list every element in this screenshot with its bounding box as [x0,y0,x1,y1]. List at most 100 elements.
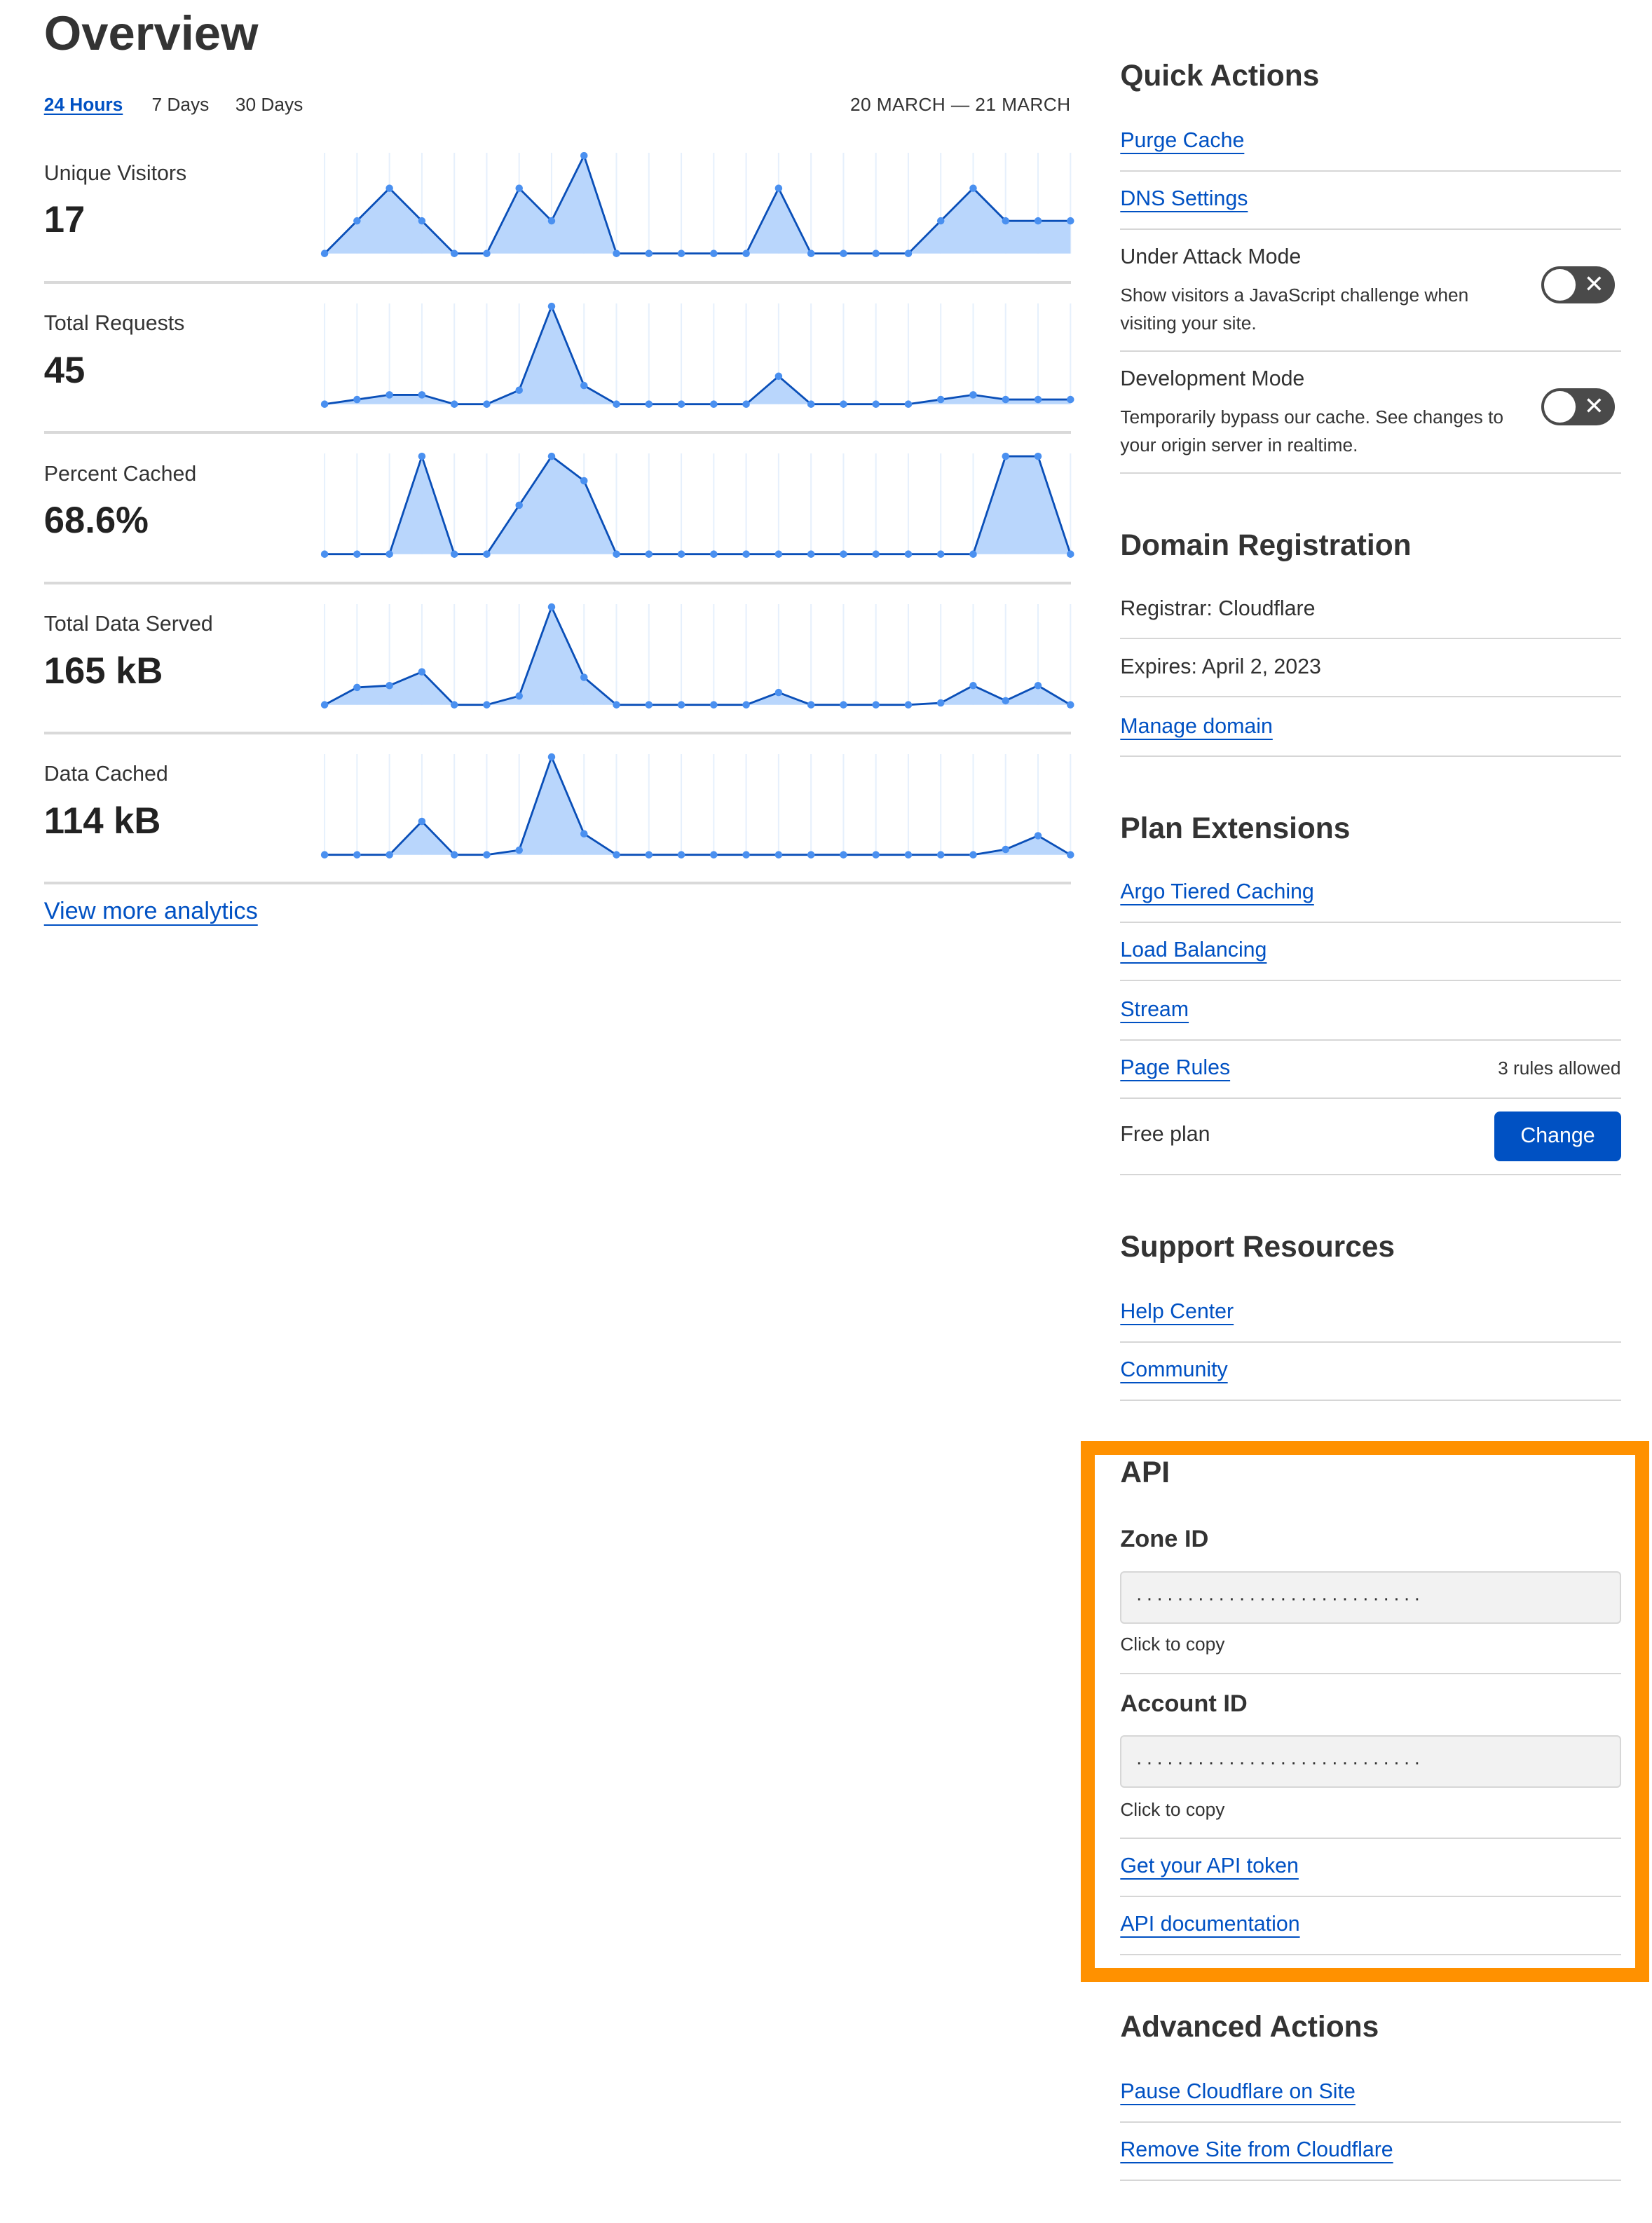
data-point[interactable] [451,550,458,559]
data-point[interactable] [937,699,945,707]
data-point[interactable] [353,217,361,225]
data-point[interactable] [774,688,783,697]
data-point[interactable] [872,550,880,559]
data-point[interactable] [1067,217,1074,225]
view-more-analytics-link[interactable]: View more analytics [43,897,258,924]
data-point[interactable] [483,701,491,709]
data-point[interactable] [385,681,394,690]
data-point[interactable] [872,400,880,408]
data-point[interactable] [353,395,361,404]
data-point[interactable] [1034,681,1042,690]
data-point[interactable] [904,701,913,709]
manage-domain-link[interactable]: Manage domain [1120,714,1273,738]
data-point[interactable] [1034,217,1042,225]
data-point[interactable] [1067,550,1074,559]
data-point[interactable] [451,851,458,859]
data-point[interactable] [645,249,653,258]
remove-site-link[interactable]: Remove Site from Cloudflare [1120,2138,1393,2161]
data-point[interactable] [451,400,458,408]
data-point[interactable] [613,550,620,559]
data-point[interactable] [418,217,426,225]
data-point[interactable] [645,851,653,859]
data-point[interactable] [580,477,588,485]
community-link[interactable]: Community [1120,1358,1228,1382]
data-point[interactable] [678,550,685,559]
data-point[interactable] [807,249,815,258]
data-point[interactable] [1002,453,1010,460]
data-point[interactable] [969,550,977,559]
data-point[interactable] [483,550,491,559]
data-point[interactable] [385,550,394,559]
data-point[interactable] [547,603,556,611]
data-point[interactable] [613,249,620,258]
zone-id-field[interactable]: ···························· [1120,1571,1621,1624]
data-point[interactable] [840,550,847,559]
data-point[interactable] [807,851,815,859]
data-point[interactable] [1067,395,1074,404]
data-point[interactable] [840,701,847,709]
data-point[interactable] [678,701,685,709]
data-point[interactable] [418,668,426,676]
data-point[interactable] [321,701,329,709]
data-point[interactable] [645,400,653,408]
data-point[interactable] [904,851,913,859]
data-point[interactable] [385,184,394,193]
data-point[interactable] [937,217,945,225]
data-point[interactable] [385,851,394,859]
data-point[interactable] [385,391,394,399]
data-point[interactable] [937,851,945,859]
data-point[interactable] [937,395,945,404]
data-point[interactable] [515,184,524,193]
data-point[interactable] [1034,395,1042,404]
data-point[interactable] [1002,697,1010,704]
data-point[interactable] [418,453,426,460]
data-point[interactable] [710,249,718,258]
page-rules-link[interactable]: Page Rules [1120,1056,1231,1080]
data-point[interactable] [710,400,718,408]
data-point[interactable] [840,249,847,258]
data-point[interactable] [710,851,718,859]
tab-24-hours[interactable]: 24 Hours [43,93,123,115]
data-point[interactable] [547,302,556,310]
data-point[interactable] [515,502,524,509]
dev-mode-toggle[interactable]: ✕ [1541,388,1616,425]
data-point[interactable] [418,818,426,826]
data-point[interactable] [937,550,945,559]
data-point[interactable] [969,184,977,193]
data-point[interactable] [353,851,361,859]
data-point[interactable] [807,400,815,408]
data-point[interactable] [1002,395,1010,404]
data-point[interactable] [807,701,815,709]
data-point[interactable] [613,851,620,859]
under-attack-toggle[interactable]: ✕ [1541,266,1616,303]
data-point[interactable] [353,683,361,692]
data-point[interactable] [710,701,718,709]
data-point[interactable] [321,851,329,859]
data-point[interactable] [418,391,426,399]
data-point[interactable] [872,701,880,709]
data-point[interactable] [321,249,329,258]
data-point[interactable] [451,701,458,709]
data-point[interactable] [678,400,685,408]
api-token-link[interactable]: Get your API token [1120,1854,1299,1878]
data-point[interactable] [353,550,361,559]
data-point[interactable] [710,550,718,559]
data-point[interactable] [774,184,783,193]
data-point[interactable] [742,701,751,709]
data-point[interactable] [515,386,524,394]
stream-link[interactable]: Stream [1120,998,1189,1022]
data-point[interactable] [969,681,977,690]
data-point[interactable] [742,550,751,559]
data-point[interactable] [969,391,977,399]
api-docs-link[interactable]: API documentation [1120,1913,1300,1936]
data-point[interactable] [580,381,588,390]
data-point[interactable] [872,249,880,258]
argo-link[interactable]: Argo Tiered Caching [1120,880,1314,904]
data-point[interactable] [904,550,913,559]
data-point[interactable] [840,851,847,859]
data-point[interactable] [321,550,329,559]
data-point[interactable] [547,217,556,225]
data-point[interactable] [969,851,977,859]
data-point[interactable] [774,372,783,380]
data-point[interactable] [1067,701,1074,709]
